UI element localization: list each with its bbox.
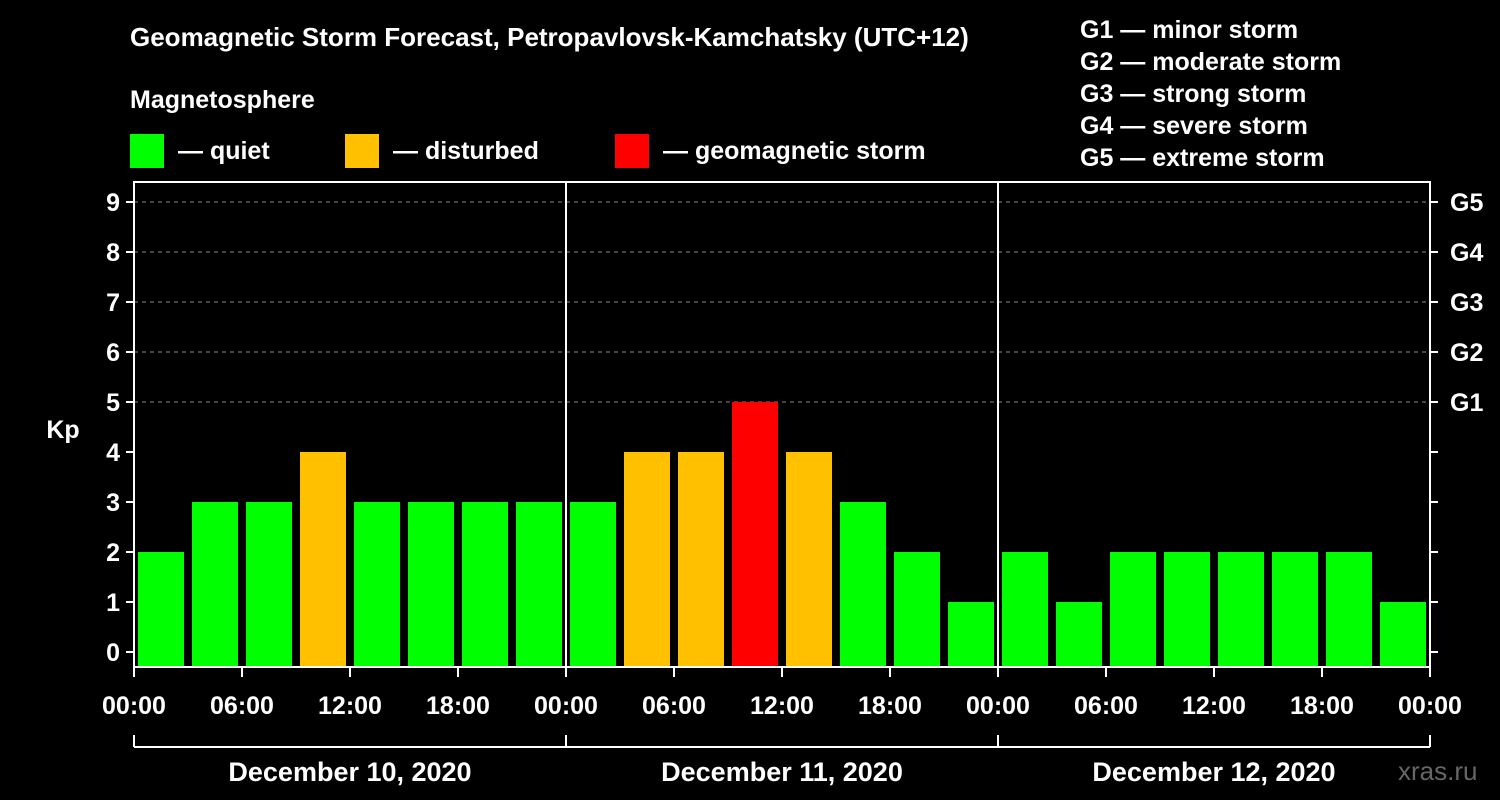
kp-bar [1110, 552, 1156, 667]
g-tick-label: G5 [1450, 189, 1483, 217]
watermark: xras.ru [1398, 756, 1478, 786]
kp-bar [1002, 552, 1048, 667]
x-tick-label: 00:00 [534, 692, 598, 720]
y-axis-label: Kp [46, 416, 79, 444]
g-tick-label: G1 [1450, 389, 1483, 417]
kp-bar [246, 502, 292, 667]
x-tick-label: 18:00 [1290, 692, 1354, 720]
kp-bar [732, 402, 778, 667]
day-label: December 11, 2020 [661, 757, 903, 787]
kp-bar [354, 502, 400, 667]
kp-bar [678, 452, 724, 667]
kp-bar [1218, 552, 1264, 667]
kp-bar [1056, 602, 1102, 667]
legend-label-disturbed: — disturbed [393, 136, 539, 165]
legend-swatch-disturbed [345, 134, 379, 168]
legend-item-quiet: — quiet [130, 134, 270, 168]
kp-bar [138, 552, 184, 667]
legend-label-quiet: — quiet [178, 136, 270, 165]
kp-bar [300, 452, 346, 667]
chart-title: Geomagnetic Storm Forecast, Petropavlovs… [130, 22, 969, 52]
y-tick-label: 7 [106, 289, 120, 317]
kp-bar [786, 452, 832, 667]
g-scale-item: G3 — strong storm [1080, 80, 1307, 108]
x-tick-label: 00:00 [1398, 692, 1462, 720]
y-tick-label: 3 [106, 489, 120, 517]
kp-bar [1272, 552, 1318, 667]
g-scale-item: G5 — extreme storm [1080, 144, 1325, 172]
legend-heading: Magnetosphere [130, 86, 315, 114]
y-tick-label: 0 [106, 639, 120, 667]
x-tick-label: 06:00 [642, 692, 706, 720]
y-tick-label: 1 [106, 589, 120, 617]
kp-bar [570, 502, 616, 667]
g-scale-item: G2 — moderate storm [1080, 48, 1342, 76]
x-tick-label: 12:00 [1182, 692, 1246, 720]
kp-bar [192, 502, 238, 667]
g-scale-item: G1 — minor storm [1080, 16, 1299, 44]
kp-bar [1380, 602, 1426, 667]
x-tick-label: 12:00 [750, 692, 814, 720]
g-tick-label: G4 [1450, 239, 1483, 267]
g-tick-label: G3 [1450, 289, 1483, 317]
g-tick-label: G2 [1450, 339, 1483, 367]
x-tick-label: 06:00 [1074, 692, 1138, 720]
kp-bar [840, 502, 886, 667]
legend-item-storm: — geomagnetic storm [615, 134, 926, 168]
day-label: December 12, 2020 [1092, 757, 1335, 787]
legend-label-storm: — geomagnetic storm [663, 136, 926, 165]
legend-swatch-quiet [130, 134, 164, 168]
x-tick-label: 06:00 [210, 692, 274, 720]
day-label: December 10, 2020 [228, 757, 471, 787]
kp-bar [408, 502, 454, 667]
y-tick-label: 2 [106, 539, 120, 567]
kp-bar [624, 452, 670, 667]
kp-bar [1326, 552, 1372, 667]
y-tick-label: 9 [106, 189, 120, 217]
legend-item-disturbed: — disturbed [345, 134, 539, 168]
g-scale-legend: G1 — minor storm G2 — moderate storm G3 … [1080, 14, 1341, 174]
kp-bar [516, 502, 562, 667]
x-tick-label: 18:00 [858, 692, 922, 720]
x-tick-label: 12:00 [318, 692, 382, 720]
legend-swatch-storm [615, 134, 649, 168]
y-tick-label: 5 [106, 389, 120, 417]
x-tick-label: 18:00 [426, 692, 490, 720]
y-tick-label: 8 [106, 239, 120, 267]
kp-bar [462, 502, 508, 667]
x-tick-label: 00:00 [966, 692, 1030, 720]
g-scale-item: G4 — severe storm [1080, 112, 1308, 140]
y-tick-label: 6 [106, 339, 120, 367]
kp-bar [948, 602, 994, 667]
kp-bar [1164, 552, 1210, 667]
y-tick-label: 4 [106, 439, 120, 467]
x-tick-label: 00:00 [102, 692, 166, 720]
kp-bar [894, 552, 940, 667]
